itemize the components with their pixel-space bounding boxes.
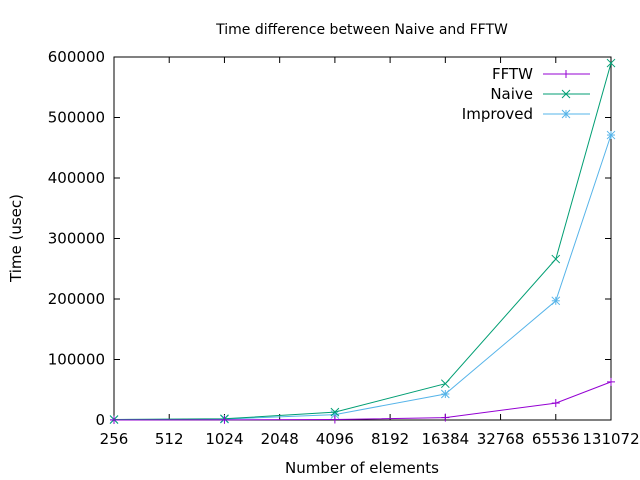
- data-point: [440, 389, 450, 399]
- y-tick-label: 400000: [48, 169, 105, 187]
- data-point: [440, 379, 450, 389]
- y-tick-label: 0: [95, 411, 105, 429]
- x-axis-ticks: 256 512 1024 2048 4096 8192 16384 32768 65536 131…: [100, 57, 640, 448]
- x-tick-label: 4096: [316, 430, 354, 448]
- legend: FFTW Naive Improved: [462, 65, 590, 123]
- y-tick-label: 100000: [48, 351, 105, 369]
- data-point: [220, 415, 229, 424]
- data-point: [562, 70, 570, 78]
- series-line-naive: [113, 62, 612, 420]
- data-point: [561, 109, 571, 119]
- plot-frame: [113, 56, 612, 421]
- data-point: [330, 415, 339, 424]
- y-tick-label: 600000: [48, 48, 105, 66]
- data-point: [561, 89, 571, 99]
- data-point: [551, 399, 560, 408]
- x-tick-label: 32768: [477, 430, 525, 448]
- x-tick-label: 512: [155, 430, 184, 448]
- x-tick-label: 65536: [532, 430, 580, 448]
- y-axis-title: Time (usec): [7, 194, 25, 283]
- data-point: [607, 377, 615, 386]
- x-tick-label: 256: [100, 430, 129, 448]
- y-tick-label: 500000: [48, 109, 105, 127]
- data-point: [606, 130, 616, 140]
- x-tick-label: 16384: [421, 430, 469, 448]
- x-tick-label: 2048: [261, 430, 299, 448]
- data-point: [110, 415, 118, 424]
- series-line-fftw: [113, 381, 612, 421]
- y-tick-label: 200000: [48, 290, 105, 308]
- data-point: [551, 296, 561, 306]
- x-axis-title: Number of elements: [285, 459, 439, 477]
- legend-label-fftw: FFTW: [492, 65, 533, 83]
- data-point: [606, 58, 616, 68]
- x-tick-label: 1024: [205, 430, 243, 448]
- y-axis-ticks: 0 100000 200000 300000 400000 500000 600000: [48, 48, 611, 429]
- chart-title: Time difference between Naive and FFTW: [215, 22, 508, 38]
- data-point: [441, 413, 450, 422]
- x-tick-label: 131072: [582, 430, 639, 448]
- y-tick-label: 300000: [48, 230, 105, 248]
- x-tick-label: 8192: [371, 430, 409, 448]
- legend-label-improved: Improved: [462, 105, 533, 123]
- series-layer: [109, 58, 616, 425]
- data-point: [330, 407, 340, 417]
- legend-label-naive: Naive: [490, 85, 533, 103]
- data-point: [551, 254, 561, 264]
- series-line-improved: [113, 134, 612, 421]
